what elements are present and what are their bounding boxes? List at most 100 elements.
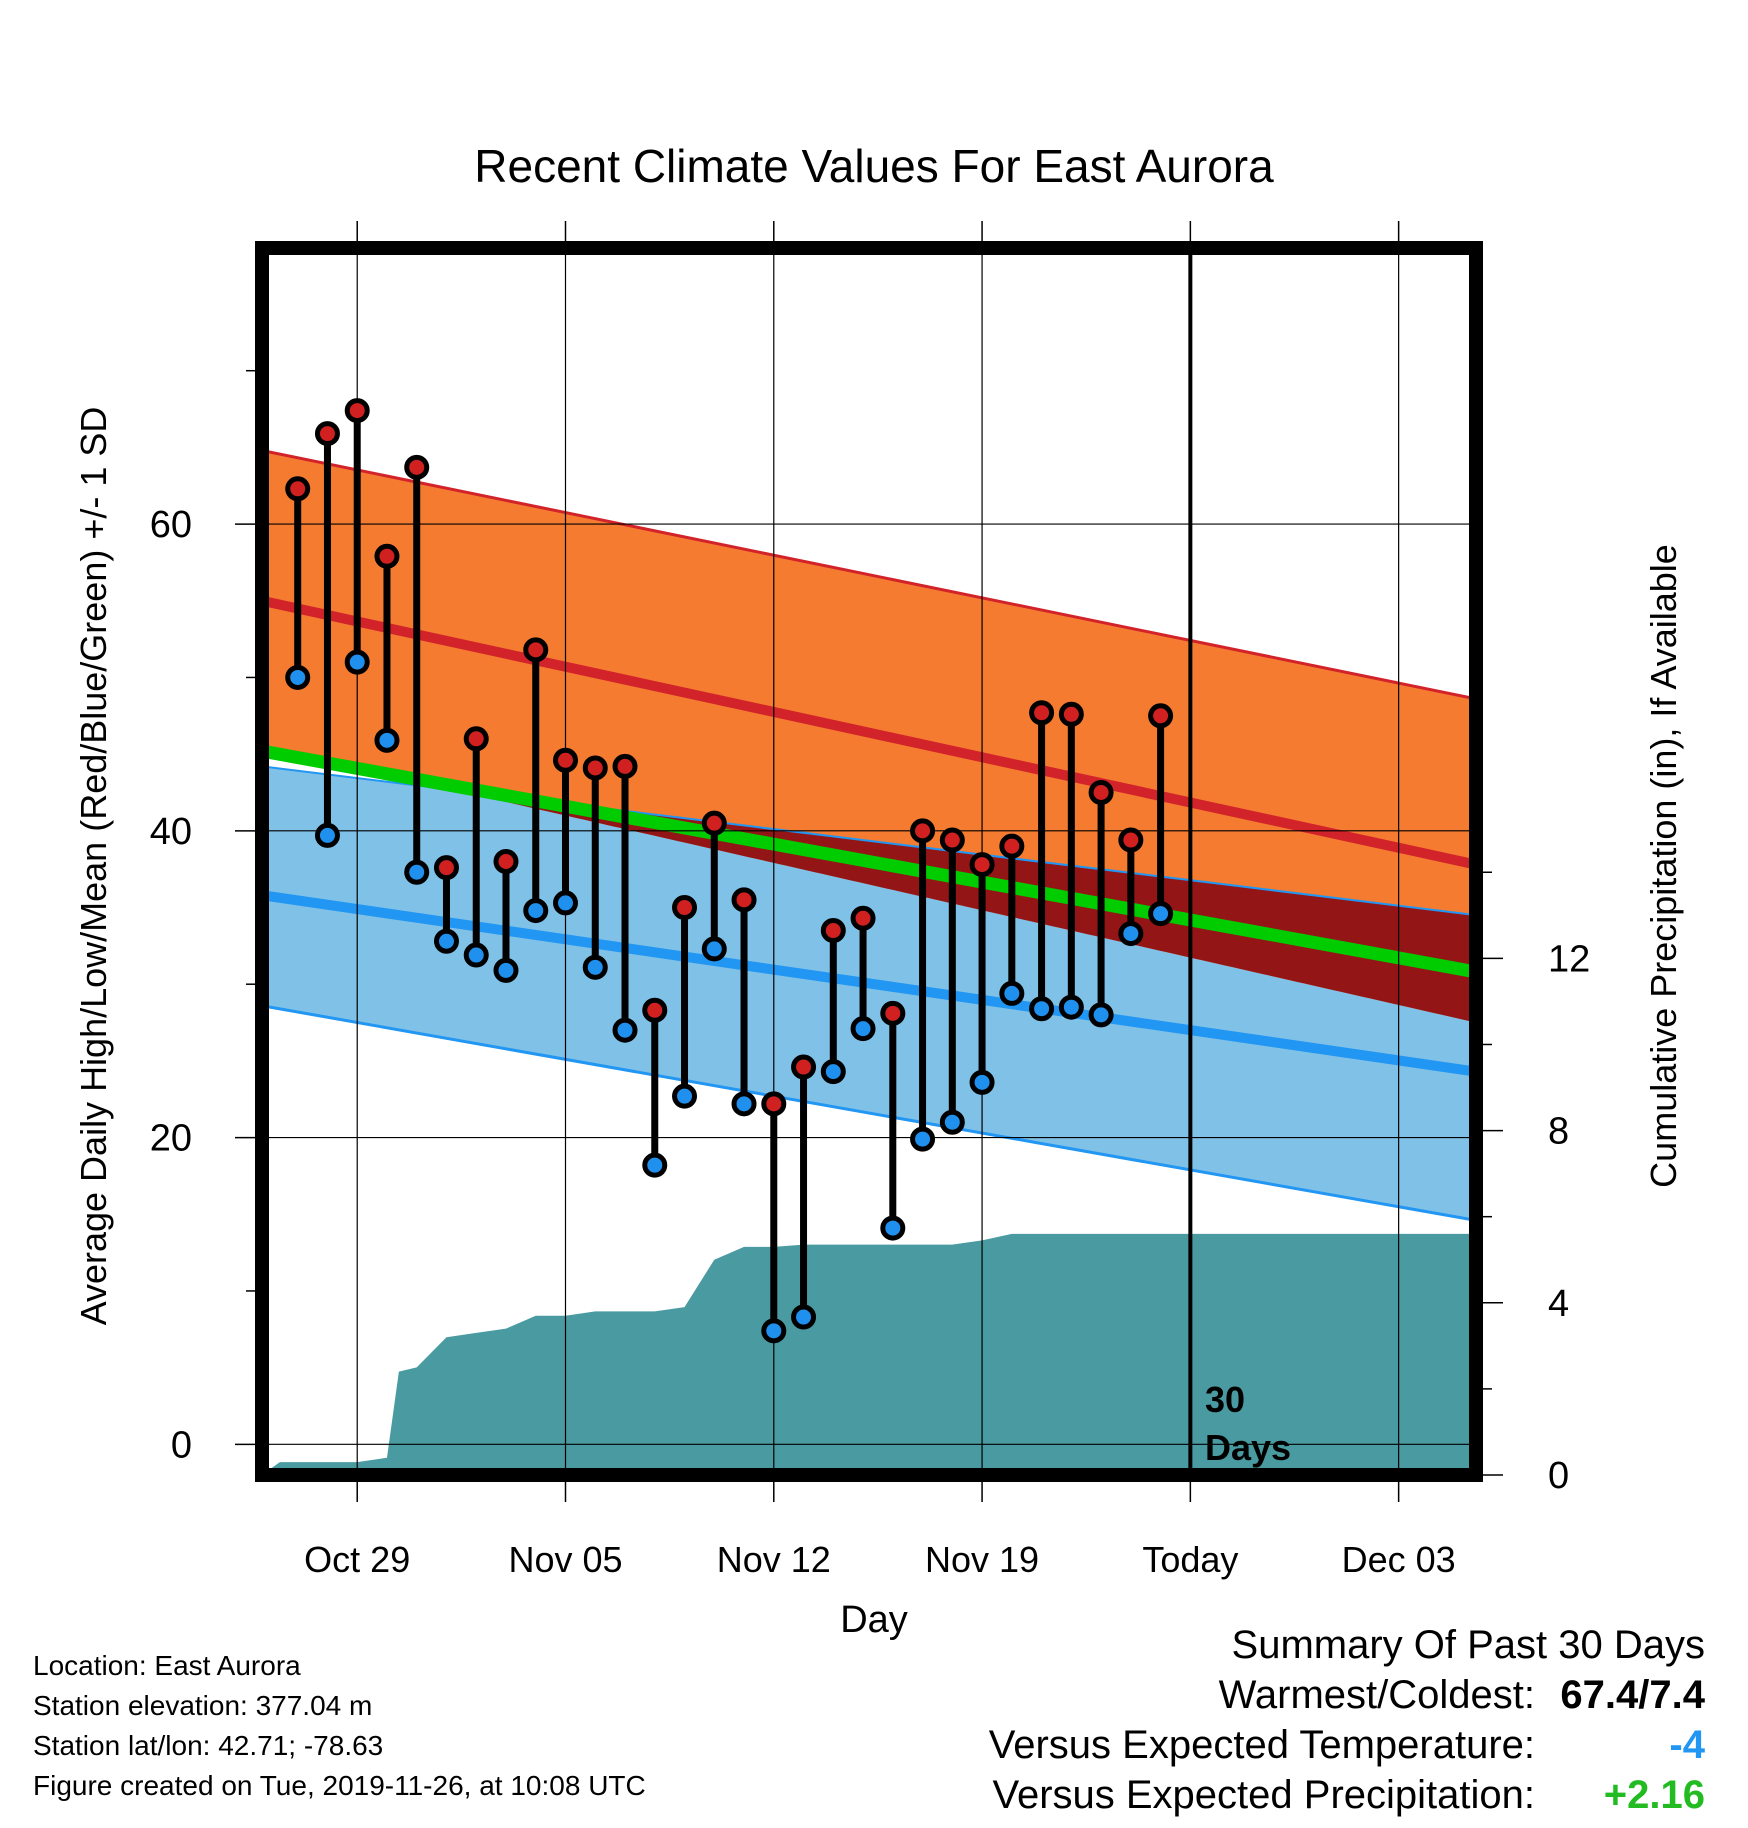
obs-low-point (285, 664, 311, 690)
obs-high-point (999, 833, 1025, 859)
obs-high-point (910, 818, 936, 844)
y2-tick-label: 4 (1548, 1283, 1569, 1325)
station-info: Location: East Aurora Station elevation:… (33, 1646, 646, 1806)
obs-low-point (672, 1083, 698, 1109)
y-tick-label: 20 (150, 1118, 192, 1160)
plot-frame (255, 241, 1483, 1482)
y-tick-label: 60 (150, 504, 192, 546)
elevation-text: Station elevation: 377.04 m (33, 1690, 373, 1721)
low-lower-edge (262, 1004, 1476, 1222)
x-tick-label: Nov 12 (717, 1539, 831, 1580)
obs-high-point (1029, 700, 1055, 726)
obs-low-point (880, 1215, 906, 1241)
expected-low-line (262, 890, 1476, 1077)
x-tick-label: Today (1142, 1539, 1238, 1580)
obs-low-point (910, 1126, 936, 1152)
obs-low-point (493, 957, 519, 983)
obs-high-point (820, 918, 846, 944)
summary-panel: Summary Of Past 30 Days Warmest/Coldest:… (989, 1620, 1705, 1820)
summary-title: Summary Of Past 30 Days (1231, 1623, 1705, 1667)
y2-tick-label: 12 (1548, 938, 1590, 980)
x-tick-label: Oct 29 (304, 1539, 410, 1580)
y2-axis-label: Cumulative Precipitation (in), If Availa… (1643, 544, 1684, 1188)
created-text: Figure created on Tue, 2019-11-26, at 10… (33, 1770, 646, 1801)
obs-high-point (939, 827, 965, 853)
obs-high-point (344, 398, 370, 424)
obs-high-point (612, 753, 638, 779)
obs-high-point (582, 755, 608, 781)
obs-high-point (880, 1000, 906, 1026)
x-tick-label: Dec 03 (1342, 1539, 1456, 1580)
obs-low-point (1118, 921, 1144, 947)
obs-high-point (642, 997, 668, 1023)
obs-high-point (285, 476, 311, 502)
obs-high-point (850, 905, 876, 931)
obs-low-point (1029, 996, 1055, 1022)
obs-low-point (820, 1059, 846, 1085)
obs-high-point (433, 855, 459, 881)
obs-high-point (1148, 703, 1174, 729)
obs-low-point (850, 1016, 876, 1042)
y2-tick-label: 8 (1548, 1111, 1569, 1153)
obs-high-point (523, 637, 549, 663)
obs-high-point (314, 421, 340, 447)
high-upper-edge (262, 448, 1476, 701)
obs-high-point (1088, 779, 1114, 805)
obs-low-point (612, 1017, 638, 1043)
chart-title: Recent Climate Values For East Aurora (474, 140, 1274, 192)
expected-mean-line (262, 744, 1476, 979)
obs-high-point (761, 1091, 787, 1117)
obs-low-point (642, 1152, 668, 1178)
obs-low-point (939, 1109, 965, 1135)
y-tick-label: 0 (171, 1424, 192, 1466)
obs-low-point (1148, 901, 1174, 927)
y2-tick-label: 0 (1548, 1455, 1569, 1497)
obs-high-point (791, 1054, 817, 1080)
obs-high-point (1118, 827, 1144, 853)
obs-low-point (523, 898, 549, 924)
x-tick-label: Nov 19 (925, 1539, 1039, 1580)
obs-low-point (553, 890, 578, 916)
obs-high-point (463, 726, 489, 752)
obs-high-point (969, 852, 995, 878)
obs-low-point (374, 727, 400, 753)
obs-low-point (701, 936, 727, 962)
obs-low-point (731, 1091, 757, 1117)
obs-low-point (314, 822, 340, 848)
y-tick-label: 40 (150, 811, 192, 853)
precip-area (262, 1233, 1476, 1475)
obs-high-point (404, 454, 430, 480)
obs-low-point (791, 1304, 817, 1330)
obs-low-point (433, 928, 459, 954)
obs-high-point (701, 810, 727, 836)
today-label-line2: Days (1205, 1427, 1291, 1468)
obs-high-point (672, 895, 698, 921)
x-axis-label: Day (840, 1599, 908, 1641)
obs-low-point (761, 1318, 787, 1344)
obs-low-point (582, 954, 608, 980)
x-tick-label: Nov 05 (508, 1539, 622, 1580)
precip-anomaly-label: Versus Expected Precipitation: (992, 1773, 1535, 1817)
obs-low-point (1058, 994, 1084, 1020)
warmest-coldest-value: 67.4/7.4 (1560, 1673, 1705, 1717)
obs-high-point (1058, 701, 1084, 727)
obs-high-point (731, 887, 757, 913)
warmest-coldest-label: Warmest/Coldest: (1218, 1673, 1535, 1717)
y-axis-label: Average Daily High/Low/Mean (Red/Blue/Gr… (73, 407, 114, 1326)
latlon-text: Station lat/lon: 42.71; -78.63 (33, 1730, 384, 1761)
obs-low-point (344, 649, 370, 675)
location-text: Location: East Aurora (33, 1650, 301, 1681)
precip-anomaly-value: +2.16 (1603, 1773, 1705, 1817)
temp-anomaly-label: Versus Expected Temperature: (988, 1723, 1535, 1767)
obs-high-point (553, 747, 578, 773)
obs-high-point (493, 849, 519, 874)
obs-low-point (969, 1069, 995, 1095)
obs-low-point (1088, 1002, 1114, 1028)
obs-low-point (404, 859, 430, 885)
obs-high-point (374, 543, 400, 569)
today-label-line1: 30 (1205, 1379, 1245, 1420)
overlap-band (452, 789, 1476, 1023)
temp-anomaly-value: -4 (1669, 1723, 1705, 1767)
obs-low-point (463, 942, 489, 968)
